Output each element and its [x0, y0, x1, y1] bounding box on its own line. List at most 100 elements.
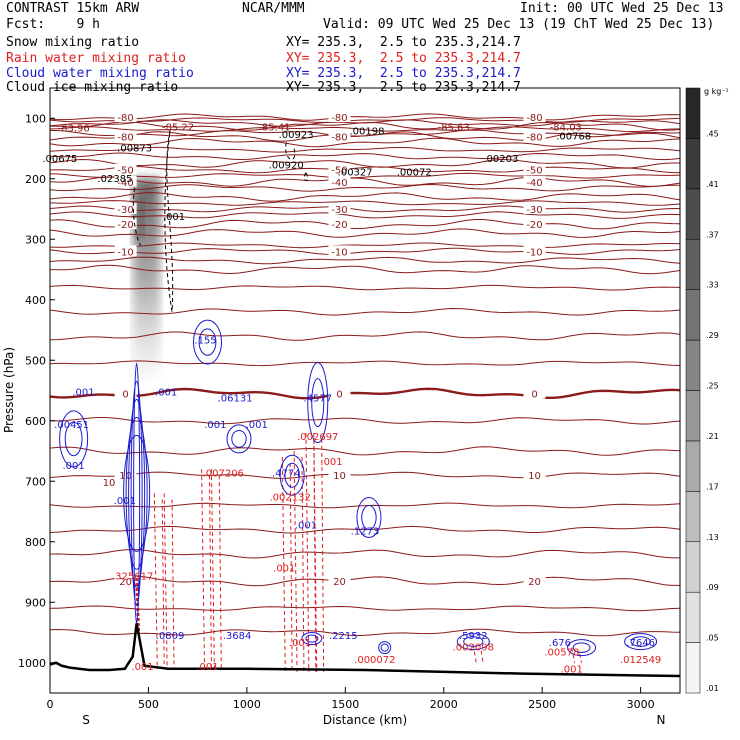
cloud-water-contour [567, 639, 597, 657]
y-tick-label: 500 [25, 354, 46, 367]
data-label: .325617 [112, 571, 153, 582]
temperature-contour-labeled [49, 575, 680, 587]
temperature-contour [49, 284, 681, 291]
temperature-label: 20 [333, 577, 346, 588]
rain-contour [153, 493, 165, 669]
temperature-contour [49, 605, 681, 612]
colorbar-label: .13 [706, 533, 719, 542]
data-label: .001 [246, 420, 268, 431]
data-label: .001 [155, 387, 177, 398]
temperature-label: -80 [331, 132, 347, 143]
temperature-label: -50 [331, 166, 347, 177]
colorbar-label: .05 [706, 634, 719, 643]
rain-contour [293, 450, 305, 672]
cloud-water-contour [226, 424, 252, 454]
temperature-label: 10 [119, 471, 132, 482]
colorbar-unit: g kg⁻¹ [704, 87, 729, 96]
data-label: .001 [295, 520, 317, 531]
colorbar-swatch [685, 541, 701, 593]
temperature-label: -40 [117, 178, 133, 189]
temperature-contour-labeled [49, 247, 681, 255]
north-end-label: N [657, 713, 666, 727]
y-tick-label: 700 [25, 475, 46, 488]
init-time: Init: 00 UTC Wed 25 Dec 13 [520, 1, 724, 16]
temperature-label: 20 [528, 577, 541, 588]
colorbar-label: .29 [706, 331, 719, 340]
temperature-label: -80 [526, 132, 542, 143]
data-label: .00920 [269, 160, 304, 171]
data-label: .00768 [556, 131, 591, 142]
y-tick-label: 200 [25, 173, 46, 186]
temperature-contour-labeled [49, 131, 681, 142]
colorbar-swatch [685, 491, 701, 543]
data-label: .012549 [620, 655, 661, 666]
colorbar-swatch [685, 87, 701, 139]
colorbar-swatch [685, 642, 701, 694]
temperature-label: -40 [331, 178, 347, 189]
data-label: .001 [196, 662, 218, 673]
data-label: .001 [204, 420, 226, 431]
data-label: .001 [273, 563, 295, 574]
cloud-water-contour [198, 328, 217, 356]
data-label: .02385 [97, 174, 132, 185]
x-tick-label: 1000 [233, 698, 261, 711]
cloud-water-contour [231, 430, 247, 448]
cloud-water-contour [572, 642, 591, 653]
x-tick-label: 3000 [627, 698, 655, 711]
data-label: .00327 [338, 168, 373, 179]
legend-snow-label: Snow mixing ratio [6, 35, 140, 50]
data-label: -83.96 [58, 124, 90, 135]
temperature-label: -10 [526, 247, 542, 258]
rain-contour [313, 432, 325, 672]
plot-frame [49, 87, 681, 694]
data-label: .5932 [459, 631, 488, 642]
temperature-contour [49, 331, 681, 341]
colorbar-label: .17 [706, 482, 719, 491]
temperature-label: 0 [336, 390, 342, 401]
temperature-contour [49, 549, 681, 559]
x-tick-label: 2000 [430, 698, 458, 711]
snow-contour [285, 142, 296, 160]
cloud-water-contour [193, 319, 222, 365]
data-label: .001 [163, 212, 185, 223]
data-label: .00198 [349, 127, 384, 138]
data-label: .00203 [483, 154, 518, 165]
temperature-label: 10 [333, 471, 346, 482]
data-label: .00451 [54, 420, 89, 431]
legend-snow-xy: XY= 235.3, 2.5 to 235.3,214.7 [286, 35, 521, 50]
colorbar-swatch [685, 591, 701, 643]
temperature-contour [49, 417, 681, 425]
data-label: .002132 [270, 493, 311, 504]
temperature-contour [49, 307, 681, 316]
colorbar-swatch [685, 390, 701, 442]
temperature-contour-labeled [49, 176, 681, 187]
x-tick-label: 1500 [331, 698, 359, 711]
snow-contour [164, 130, 174, 312]
temperature-contour-labeled [49, 387, 681, 400]
temperature-label: -30 [117, 205, 133, 216]
data-label: .155 [194, 335, 216, 346]
temperature-label: 0 [122, 390, 128, 401]
data-label: .007206 [203, 468, 244, 479]
cloud-water-contour [380, 643, 389, 652]
colorbar-label: .01 [706, 684, 719, 693]
legend-rain-xy: XY= 235.3, 2.5 to 235.3,214.7 [286, 51, 521, 66]
cloud-water-contour [128, 398, 146, 588]
colorbar-label: .09 [706, 583, 719, 592]
temperature-label: -50 [117, 166, 133, 177]
temperature-contour [49, 172, 681, 179]
temperature-label: -80 [117, 132, 133, 143]
temperature-contour [49, 137, 681, 148]
temperature-contour [49, 146, 681, 153]
colorbar-label: .45 [706, 129, 719, 138]
temperature-contour [49, 117, 681, 123]
valid-time: Valid: 09 UTC Wed 25 Dec 13 (19 ChT Wed … [323, 17, 715, 32]
temperature-label: -80 [117, 113, 133, 124]
data-label: -85.63 [437, 122, 469, 133]
cloud-water-contour [301, 632, 323, 646]
cloud-water-contour [463, 636, 484, 647]
cloud-water-contour [311, 378, 325, 428]
data-label: .00675 [42, 154, 77, 165]
temperature-label: -30 [526, 205, 542, 216]
cloud-water-contour [64, 421, 83, 457]
